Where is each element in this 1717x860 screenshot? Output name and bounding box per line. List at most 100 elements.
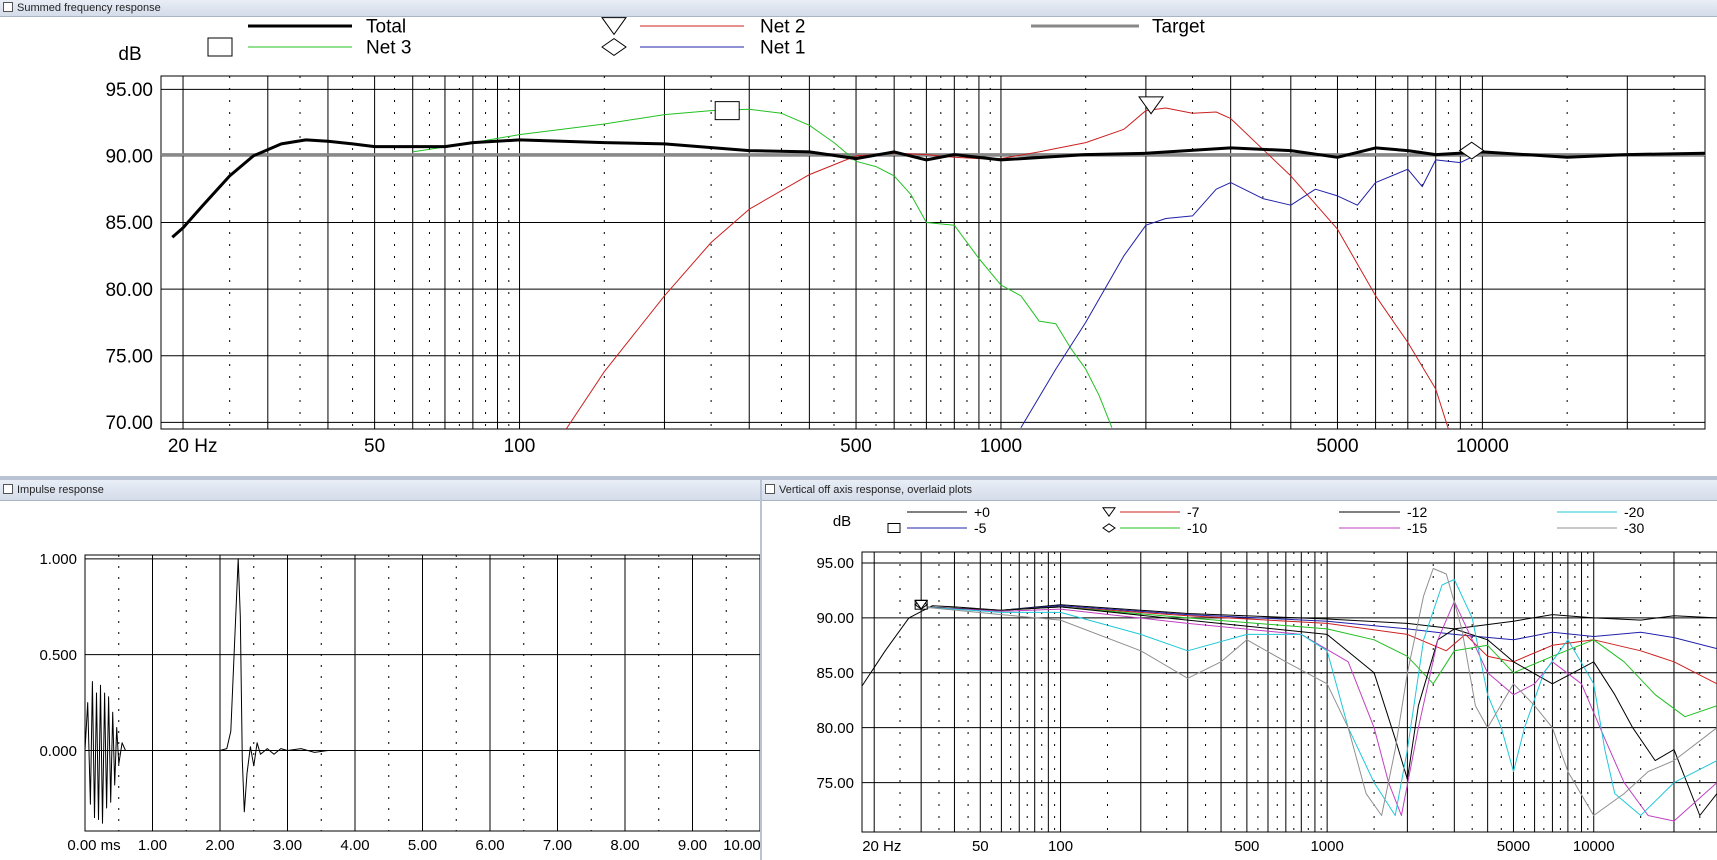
window-icon [765,484,775,494]
offaxis-response-titlebar[interactable]: Vertical off axis response, overlaid plo… [762,480,1717,501]
legend-marker-square [887,523,901,533]
y-tick-label: 70.00 [105,413,153,434]
legend-label: -30 [1624,520,1644,536]
x-tick-label: 20 Hz [862,838,901,855]
legend-label: Total [366,17,406,38]
series-line-total [171,138,1705,239]
series-line-net-3 [412,108,1113,428]
legend-marker-triangle [601,17,627,36]
legend-label: -7 [1187,504,1200,520]
x-tick-label: 5000 [1497,838,1530,855]
y-tick-label: 75.00 [105,346,153,367]
legend-entry: Net 1 [601,37,805,59]
summed-response-chart[interactable]: 95.00 90.00 85.00 80.00 75.00 70.00 20 Hz 50 100… [0,16,1717,476]
series-line-net-2 [565,107,1449,429]
y-tick-label: 95.00 [105,80,153,101]
marker-triangle [914,600,929,610]
series-line--30 [921,568,1717,816]
x-tick-label: 9.00 [678,837,707,854]
window-icon [3,2,13,12]
legend-entry: -5 [887,520,987,536]
x-tick-label: 7.00 [543,837,572,854]
x-tick-label: 10000 [1573,838,1615,855]
y-tick-label: 0.500 [39,647,77,664]
legend-entry: +0 [907,504,990,520]
impulse-response-window[interactable]: Impulse response 1.000 0.500 0.000 0.00 ms 1… [0,480,760,860]
y-tick-label: 95.00 [816,555,854,572]
x-tick-label: 100 [504,436,536,457]
legend-entry: Net 3 [207,37,411,59]
series-line--0 [862,604,1717,687]
y-tick-label: 75.00 [816,775,854,792]
x-tick-label: 2.00 [205,837,234,854]
grid [862,552,1717,832]
x-tick-label: 6.00 [475,837,504,854]
grid [161,76,1705,429]
impulse-response-titlebar[interactable]: Impulse response [0,480,760,501]
legend-label: -5 [974,520,987,536]
series-group [161,107,1705,429]
legend-entry: -20 [1557,504,1644,520]
summed-response-window[interactable]: Summed frequency response 95.00 90.00 85.0… [0,0,1717,476]
legend-entry: Net 2 [601,17,805,38]
y-axis-label: dB [833,513,851,530]
window-divider [760,480,762,860]
legend-label: -15 [1407,520,1427,536]
legend-label: Net 1 [760,38,805,59]
legend-label: -12 [1407,504,1427,520]
x-tick-label: 10.00 [723,837,760,854]
y-tick-label: 80.00 [105,280,153,301]
series-line--5 [921,605,1717,650]
legend-entry: -12 [1339,504,1427,520]
x-tick-label: 3.00 [273,837,302,854]
offaxis-response-window[interactable]: Vertical off axis response, overlaid plo… [762,480,1717,860]
legend-entry: Target [1031,17,1206,38]
legend-marker-diamond [601,37,627,57]
legend-label: -20 [1624,504,1644,520]
series-line--10 [921,606,1717,718]
y-tick-label: 80.00 [816,720,854,737]
y-tick-label: 85.00 [105,213,153,234]
plot-area [861,551,1717,833]
impulse-response-chart[interactable]: 1.000 0.500 0.000 0.00 ms 1.00 2.00 3.00 4.00 5.… [0,500,760,860]
window-separator [0,476,1717,480]
legend-entry: -15 [1339,520,1427,536]
y-axis-label: dB [118,44,141,65]
legend-entry: -30 [1557,520,1644,536]
x-tick-label: 1000 [980,436,1022,457]
window-icon [3,484,13,494]
x-tick-label: 20 Hz [168,436,218,457]
legend-label: Net 2 [760,17,805,38]
x-tick-label: 100 [1048,838,1073,855]
x-tick-label: 10000 [1456,436,1509,457]
legend-label: -10 [1187,520,1207,536]
legend-label: +0 [974,504,990,520]
marker-triangle [1138,96,1165,115]
marker-square [714,101,740,121]
legend-entry: -7 [1102,504,1200,520]
x-tick-label: 50 [972,838,989,855]
summed-response-titlebar[interactable]: Summed frequency response [0,0,1717,17]
legend-marker-triangle [1102,507,1116,518]
x-tick-label: 0.00 ms [67,837,120,854]
series-line--7 [921,606,1717,685]
x-tick-label: 500 [840,436,872,457]
marker-diamond [1458,141,1485,160]
series-group [862,568,1717,822]
x-tick-label: 5.00 [408,837,437,854]
y-tick-label: 1.000 [39,551,77,568]
series-line-impulse [85,558,760,824]
series-line-net-1 [1020,151,1483,428]
legend-entry: Total [248,17,406,38]
series-group [85,558,760,824]
x-tick-label: 1000 [1310,838,1343,855]
impulse-response-title: Impulse response [17,484,104,496]
legend-label: Target [1152,17,1206,38]
x-tick-label: 1.00 [138,837,167,854]
legend-entry: -10 [1102,520,1207,536]
offaxis-response-chart[interactable]: 95.00 90.00 85.00 80.00 75.00 20 Hz 50 100 500 10… [762,500,1717,860]
x-tick-label: 4.00 [340,837,369,854]
x-tick-label: 8.00 [610,837,639,854]
plot-area [160,75,1706,430]
y-tick-label: 90.00 [105,147,153,168]
